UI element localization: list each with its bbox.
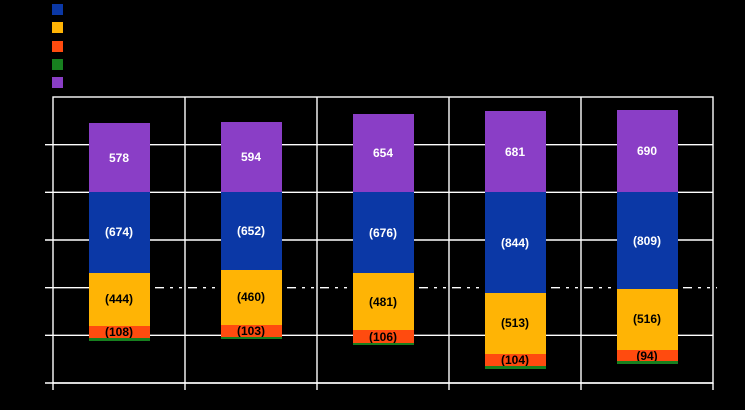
bar-segment-orange-cat5: (94)	[616, 348, 678, 363]
bar-label-blue-cat4: (844)	[500, 235, 529, 250]
bar-label-orange-cat2: (103)	[236, 323, 265, 338]
bar-segment-purple-cat3: 654	[352, 114, 414, 193]
bar-label-blue-cat5: (809)	[632, 233, 661, 248]
bar-segment-gold-cat5: (516)	[616, 288, 678, 351]
bar-label-gold-cat1: (444)	[104, 292, 133, 307]
bar-label-purple-cat1: 578	[108, 150, 130, 165]
bar-segment-orange-cat4: (104)	[484, 353, 546, 368]
bar-label-orange-cat4: (104)	[500, 353, 529, 368]
bar-segment-purple-cat2: 594	[220, 121, 282, 193]
bar-segment-blue-cat4: (844)	[484, 192, 546, 293]
bar-label-gold-cat4: (513)	[500, 316, 529, 331]
bar-label-purple-cat3: 654	[372, 146, 394, 161]
legend-swatch-purple	[52, 77, 63, 89]
bar-segment-green-cat2	[220, 337, 282, 340]
legend-swatch-blue	[52, 4, 63, 15]
bar-segment-green-cat3	[352, 342, 414, 346]
bar-segment-purple-cat4: 681	[484, 111, 546, 193]
bar-segment-blue-cat2: (652)	[220, 192, 282, 271]
bar-segment-gold-cat1: (444)	[88, 272, 150, 326]
bar-segment-orange-cat2: (103)	[220, 323, 282, 338]
bar-segment-blue-cat3: (676)	[352, 192, 414, 273]
bar-segment-blue-cat5: (809)	[616, 192, 678, 289]
bar-segment-orange-cat1: (108)	[88, 324, 150, 339]
bar-label-orange-cat5: (94)	[636, 348, 658, 363]
bar-segment-purple-cat5: 690	[616, 110, 678, 193]
bar-label-gold-cat5: (516)	[632, 312, 661, 327]
bar-label-blue-cat2: (652)	[236, 224, 265, 239]
bar-label-orange-cat3: (106)	[368, 329, 397, 344]
bar-label-purple-cat5: 690	[636, 144, 658, 159]
bar-segment-green-cat1	[88, 338, 150, 341]
bar-label-blue-cat3: (676)	[368, 225, 397, 240]
bar-label-gold-cat2: (460)	[236, 290, 265, 305]
bar-segment-orange-cat3: (106)	[352, 329, 414, 344]
legend-swatch-gold	[52, 22, 63, 34]
bar-label-orange-cat1: (108)	[104, 324, 133, 339]
bar-label-gold-cat3: (481)	[368, 294, 397, 309]
bar-segment-green-cat5	[616, 361, 678, 364]
bar-segment-blue-cat1: (674)	[88, 192, 150, 273]
bar-segment-gold-cat4: (513)	[484, 292, 546, 355]
bar-label-purple-cat2: 594	[240, 149, 262, 164]
bar-segment-gold-cat2: (460)	[220, 270, 282, 325]
legend-swatch-green	[52, 58, 63, 70]
legend-swatch-orange	[52, 40, 63, 52]
bar-segment-gold-cat3: (481)	[352, 272, 414, 331]
bar-segment-purple-cat1: 578	[88, 123, 150, 193]
bar-segment-green-cat4	[484, 366, 546, 369]
bar-label-blue-cat1: (674)	[104, 225, 133, 240]
bar-label-purple-cat4: 681	[504, 144, 526, 159]
